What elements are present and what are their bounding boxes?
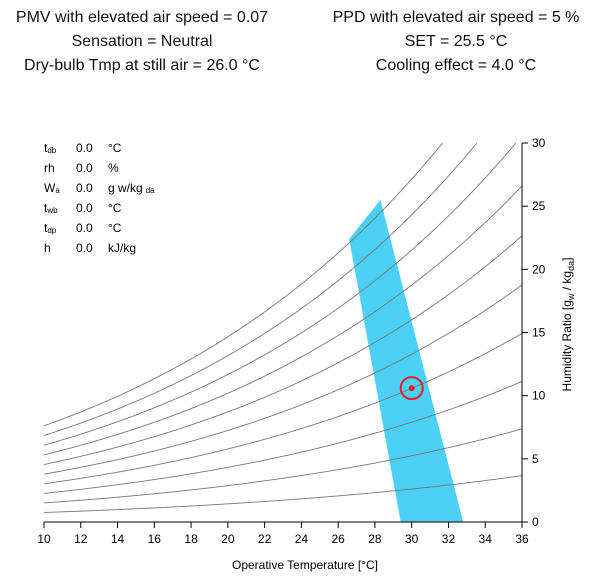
readout-symbol: twb bbox=[44, 201, 58, 215]
readout-symbol: h bbox=[44, 241, 51, 255]
readout-value: 0.0 bbox=[76, 161, 93, 175]
x-tick-label: 16 bbox=[148, 532, 162, 546]
rh-curve-60 bbox=[43, 235, 523, 465]
rh-curve-30 bbox=[43, 380, 523, 494]
x-tick-label: 26 bbox=[331, 532, 345, 546]
readout-value: 0.0 bbox=[76, 201, 93, 215]
readout-unit: °C bbox=[108, 141, 122, 155]
readout-symbol: Wa bbox=[44, 181, 60, 195]
y-tick-label: 20 bbox=[532, 262, 546, 276]
y-tick-label: 30 bbox=[532, 136, 546, 150]
readout-symbol: tdb bbox=[44, 141, 57, 155]
x-tick-label: 22 bbox=[258, 532, 272, 546]
comfort-zone bbox=[349, 199, 464, 522]
readout-unit: % bbox=[108, 161, 119, 175]
rh-curve-10 bbox=[43, 475, 523, 513]
x-tick-label: 20 bbox=[221, 532, 235, 546]
x-tick-label: 32 bbox=[442, 532, 456, 546]
operating-point-ring bbox=[399, 376, 424, 401]
readout-value: 0.0 bbox=[76, 221, 93, 235]
y-axis-label: Humidity Ratio [gw / kgda] bbox=[560, 258, 576, 392]
readout-value: 0.0 bbox=[76, 241, 93, 255]
rh-curve-20 bbox=[43, 428, 523, 504]
y-axis-label-part: / kg bbox=[560, 271, 574, 294]
readout-value: 0.0 bbox=[76, 141, 93, 155]
results-panel: PMV with elevated air speed = 0.07 Sensa… bbox=[0, 6, 592, 78]
x-tick-label: 36 bbox=[515, 532, 529, 546]
operating-point bbox=[408, 385, 415, 392]
y-axis-label-part: ] bbox=[560, 258, 574, 261]
pmv-result: PMV with elevated air speed = 0.07 bbox=[15, 9, 269, 26]
y-axis-label-part: Humidity Ratio [g bbox=[560, 300, 574, 391]
readout-unit: °C bbox=[108, 221, 122, 235]
cooling-effect-result: Cooling effect = 4.0 °C bbox=[375, 57, 537, 74]
x-tick-label: 18 bbox=[184, 532, 198, 546]
results-left: PMV with elevated air speed = 0.07 Sensa… bbox=[0, 6, 292, 78]
x-tick-label: 28 bbox=[368, 532, 382, 546]
x-tick-label: 12 bbox=[74, 532, 88, 546]
rh-curve-40 bbox=[43, 333, 523, 485]
readout-value: 0.0 bbox=[76, 181, 93, 195]
sensation-result: Sensation = Neutral bbox=[71, 33, 213, 50]
readout-symbol: rh bbox=[44, 161, 55, 175]
x-axis-label: Operative Temperature [°C] bbox=[232, 558, 378, 572]
x-tick-label: 30 bbox=[405, 532, 419, 546]
ppd-result: PPD with elevated air speed = 5 % bbox=[332, 9, 580, 26]
rh-curve-80 bbox=[43, 142, 517, 446]
rh-curve-100 bbox=[43, 142, 443, 427]
readout-unit: kJ/kg bbox=[108, 241, 136, 255]
x-tick-label: 24 bbox=[295, 532, 309, 546]
rh-curve-50 bbox=[43, 284, 523, 475]
y-axis-label-sub: da bbox=[566, 261, 576, 271]
rh-curve-70 bbox=[43, 185, 523, 456]
y-tick-label: 5 bbox=[532, 452, 539, 466]
y-axis-label-sub: w bbox=[566, 293, 576, 301]
x-tick-label: 34 bbox=[479, 532, 493, 546]
y-tick-label: 25 bbox=[532, 199, 546, 213]
y-tick-label: 10 bbox=[532, 389, 546, 403]
readout-symbol: tdp bbox=[44, 221, 57, 235]
set-result: SET = 25.5 °C bbox=[404, 33, 508, 50]
rh-curve-90 bbox=[43, 142, 478, 436]
dry-bulb-result: Dry-bulb Tmp at still air = 26.0 °C bbox=[24, 57, 260, 74]
results-right: PPD with elevated air speed = 5 % SET = … bbox=[306, 6, 592, 78]
x-tick-label: 14 bbox=[111, 532, 125, 546]
y-tick-label: 0 bbox=[532, 515, 539, 529]
readout-unit: °C bbox=[108, 201, 122, 215]
readout-unit: g w/kg da bbox=[108, 181, 155, 195]
x-tick-label: 10 bbox=[37, 532, 51, 546]
y-tick-label: 15 bbox=[532, 326, 546, 340]
